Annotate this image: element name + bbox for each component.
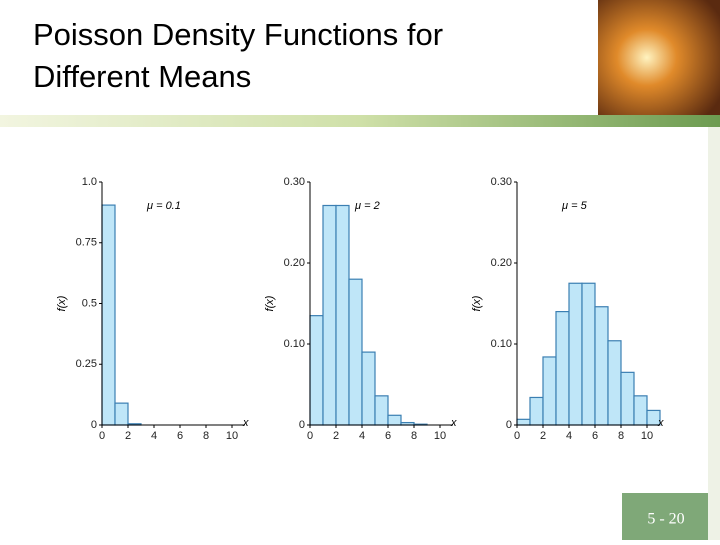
bar	[516, 418, 531, 426]
bar	[633, 395, 648, 426]
bar	[529, 396, 544, 426]
bar	[348, 278, 363, 426]
y-tick-label: 0.20	[284, 257, 305, 269]
x-tick-label: 4	[151, 430, 157, 442]
side-strip	[708, 127, 720, 540]
header-band	[0, 115, 720, 127]
y-tick-label: 0.30	[284, 176, 305, 188]
y-axis-label: f(x)	[264, 295, 276, 311]
bar	[620, 371, 635, 426]
y-axis-label: f(x)	[56, 295, 68, 311]
x-tick-label: 6	[385, 430, 391, 442]
x-tick-label: 2	[540, 430, 546, 442]
y-tick-label: 0.10	[284, 338, 305, 350]
bar	[322, 204, 337, 426]
bar	[387, 414, 402, 426]
y-tick-label: 0.20	[491, 257, 512, 269]
x-tick-label: 10	[226, 430, 238, 442]
y-tick-label: 0	[299, 419, 305, 431]
x-tick-label: 8	[618, 430, 624, 442]
header-image	[598, 0, 720, 115]
x-axis-label: x	[242, 417, 249, 429]
x-tick-label: 8	[203, 430, 209, 442]
bar	[568, 282, 583, 426]
annotation: μ = 2	[354, 200, 380, 212]
bar	[594, 306, 609, 426]
bar	[555, 311, 570, 426]
x-tick-label: 2	[333, 430, 339, 442]
y-tick-label: 0.30	[491, 176, 512, 188]
x-tick-label: 6	[592, 430, 598, 442]
x-axis-label: x	[657, 417, 664, 429]
y-axis-label: f(x)	[471, 295, 483, 311]
slide-title: Different Means	[33, 59, 251, 94]
y-tick-label: 0.10	[491, 338, 512, 350]
bar	[309, 315, 324, 426]
page-number: 5 - 20	[647, 511, 684, 528]
y-tick-label: 0.5	[82, 297, 97, 309]
page-number-box	[622, 493, 708, 540]
slide-title: Poisson Density Functions for	[33, 17, 443, 52]
x-tick-label: 0	[514, 430, 520, 442]
x-axis-label: x	[450, 417, 457, 429]
annotation: μ = 5	[561, 200, 588, 212]
bar	[114, 402, 129, 426]
x-tick-label: 8	[411, 430, 417, 442]
bar	[374, 395, 389, 426]
bar	[607, 340, 622, 426]
y-tick-label: 0.75	[76, 237, 97, 249]
y-tick-label: 0.25	[76, 358, 97, 370]
bar	[361, 351, 376, 426]
x-tick-label: 10	[434, 430, 446, 442]
x-tick-label: 0	[307, 430, 313, 442]
x-tick-label: 4	[566, 430, 572, 442]
y-tick-label: 1.0	[82, 176, 97, 188]
bar	[542, 356, 557, 426]
bar	[581, 282, 596, 426]
y-tick-label: 0	[91, 419, 97, 431]
bar	[335, 204, 350, 426]
y-tick-label: 0	[506, 419, 512, 431]
x-tick-label: 6	[177, 430, 183, 442]
x-tick-label: 0	[99, 430, 105, 442]
x-tick-label: 4	[359, 430, 365, 442]
x-tick-label: 10	[641, 430, 653, 442]
x-tick-label: 2	[125, 430, 131, 442]
annotation: μ = 0.1	[146, 200, 181, 212]
bar	[101, 204, 116, 426]
